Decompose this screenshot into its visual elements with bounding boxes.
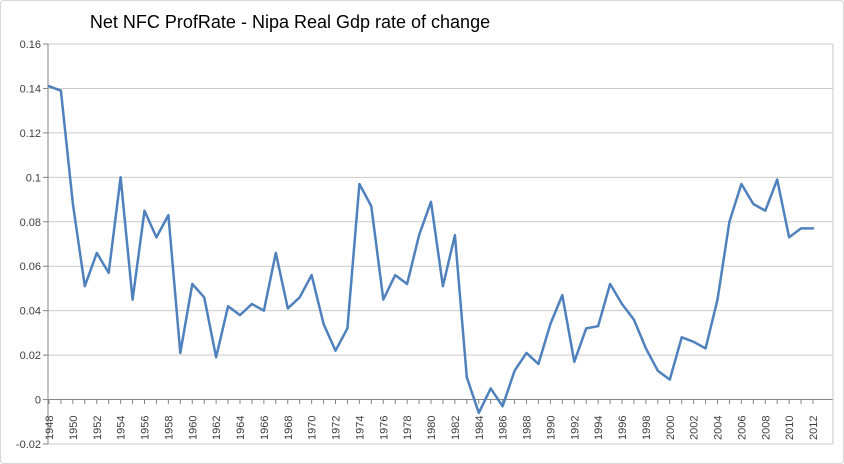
svg-text:0.16: 0.16 xyxy=(20,39,41,51)
data-series-line xyxy=(47,84,815,415)
svg-text:1976: 1976 xyxy=(378,416,390,440)
svg-text:1980: 1980 xyxy=(426,416,438,440)
x-axis xyxy=(48,399,814,405)
svg-text:2004: 2004 xyxy=(713,416,725,440)
svg-text:2012: 2012 xyxy=(808,416,820,440)
svg-text:0: 0 xyxy=(35,395,41,407)
svg-text:1992: 1992 xyxy=(569,416,581,440)
svg-text:1952: 1952 xyxy=(92,416,104,440)
svg-text:1986: 1986 xyxy=(498,416,510,440)
svg-text:-0.02: -0.02 xyxy=(16,439,41,451)
svg-text:1966: 1966 xyxy=(259,416,271,440)
svg-text:1956: 1956 xyxy=(140,416,152,440)
svg-text:1974: 1974 xyxy=(354,416,366,440)
gridlines xyxy=(48,43,834,445)
svg-text:1978: 1978 xyxy=(402,416,414,440)
svg-text:1964: 1964 xyxy=(235,416,247,440)
x-axis-labels: 1948 1950 1952 1954 1956 1958 1960 1962 1964 1966… xyxy=(44,416,820,440)
svg-text:1996: 1996 xyxy=(617,416,629,440)
svg-text:1988: 1988 xyxy=(522,416,534,440)
svg-text:1994: 1994 xyxy=(593,416,605,440)
svg-text:0.12: 0.12 xyxy=(20,128,41,140)
svg-text:1970: 1970 xyxy=(307,416,319,440)
svg-text:1984: 1984 xyxy=(474,416,486,440)
svg-text:1948: 1948 xyxy=(44,416,56,440)
svg-text:1958: 1958 xyxy=(163,416,175,440)
svg-text:1998: 1998 xyxy=(641,416,653,440)
svg-text:1968: 1968 xyxy=(283,416,295,440)
svg-text:1960: 1960 xyxy=(187,416,199,440)
svg-text:2006: 2006 xyxy=(736,416,748,440)
svg-text:1982: 1982 xyxy=(450,416,462,440)
svg-text:0.04: 0.04 xyxy=(20,306,41,318)
svg-text:2008: 2008 xyxy=(760,416,772,440)
svg-text:1972: 1972 xyxy=(331,416,343,440)
y-axis xyxy=(43,43,49,445)
svg-text:0.08: 0.08 xyxy=(20,217,41,229)
svg-text:0.02: 0.02 xyxy=(20,350,41,362)
chart-title: Net NFC ProfRate - Nipa Real Gdp rate of… xyxy=(90,12,490,32)
y-axis-labels: 0.16 0.14 0.12 0.1 0.08 0.06 0.04 0.02 0 -0.02 xyxy=(16,39,41,451)
series xyxy=(47,84,815,415)
svg-text:2010: 2010 xyxy=(784,416,796,440)
svg-text:2002: 2002 xyxy=(689,416,701,440)
svg-text:1950: 1950 xyxy=(68,416,80,440)
svg-text:1990: 1990 xyxy=(545,416,557,440)
svg-text:0.14: 0.14 xyxy=(20,83,41,95)
svg-text:0.1: 0.1 xyxy=(26,172,41,184)
svg-text:1962: 1962 xyxy=(211,416,223,440)
svg-text:0.06: 0.06 xyxy=(20,261,41,273)
svg-text:1954: 1954 xyxy=(116,416,128,440)
svg-text:2000: 2000 xyxy=(665,416,677,440)
